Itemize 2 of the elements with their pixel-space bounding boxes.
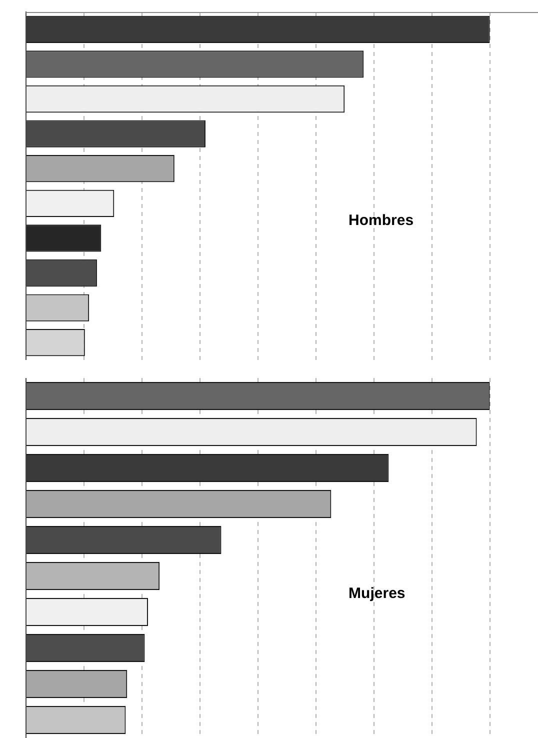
annotation: Mujeres	[348, 585, 406, 602]
annotation: Hombres	[348, 212, 414, 229]
